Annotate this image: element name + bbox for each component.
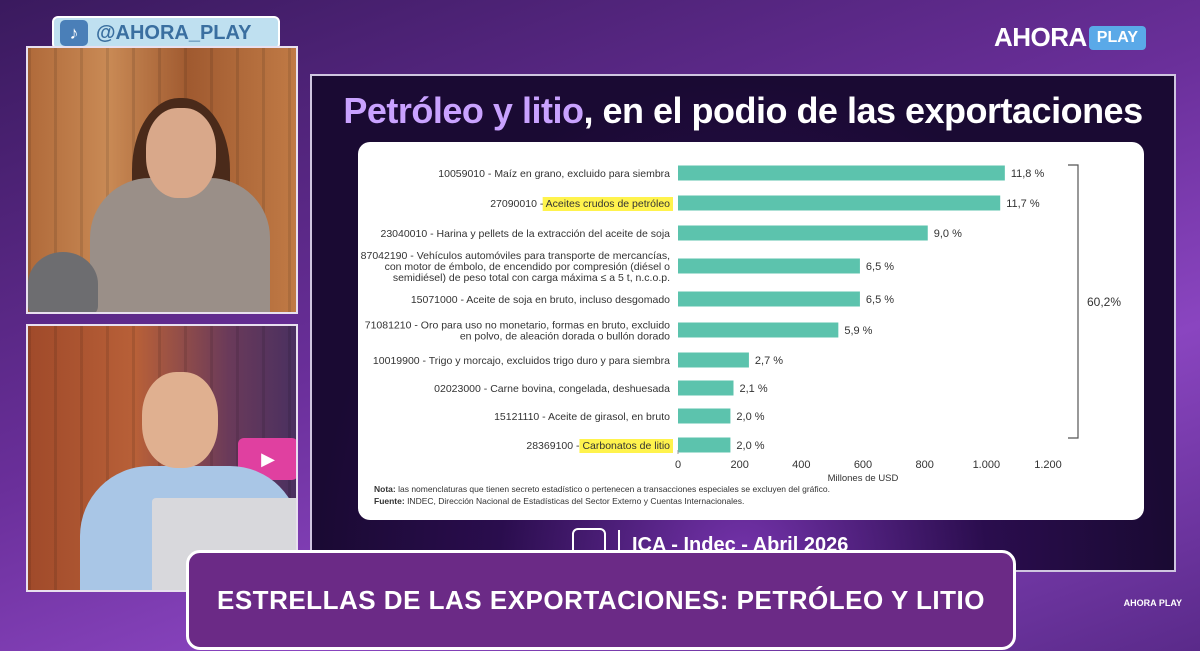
lower-third-text: ESTRELLAS DE LAS EXPORTACIONES: PETRÓLEO…: [217, 584, 985, 615]
category-highlight: [579, 439, 673, 453]
x-axis-label: Millones de USD: [828, 473, 899, 484]
category-label: 71081210 - Oro para uso no monetario, fo…: [365, 320, 670, 332]
laptop: [28, 252, 98, 312]
bar-value-label: 2,7 %: [755, 355, 783, 367]
bar: [678, 225, 928, 241]
note-text: Nota: las nomenclaturas que tienen secre…: [374, 484, 830, 494]
x-tick-label: 1.000: [973, 459, 1001, 471]
small-brand-watermark: AHORA PLAY: [1123, 598, 1182, 608]
brand-logo: AHORA PLAY: [994, 22, 1146, 53]
x-tick-label: 1.200: [1034, 459, 1062, 471]
category-label: semidiésel) de peso total con carga máxi…: [393, 272, 670, 284]
bar: [678, 195, 1001, 211]
bar: [678, 291, 860, 307]
bar-value-label: 2,1 %: [740, 383, 768, 395]
camera-feed-host: [26, 46, 298, 314]
slide-title-highlight: Petróleo y litio: [343, 90, 584, 131]
bar-value-label: 2,0 %: [736, 440, 764, 452]
category-label: 27090010 - Aceites crudos de petróleo: [490, 198, 670, 210]
host-body: [90, 178, 270, 312]
bar-value-label: 11,8 %: [1011, 168, 1045, 180]
category-label: 15071000 - Aceite de soja en bruto, incl…: [411, 294, 670, 306]
bracket: [1068, 164, 1079, 439]
guest-head: [142, 372, 218, 468]
source-text: Fuente: INDEC, Dirección Nacional de Est…: [374, 496, 744, 506]
category-label: en polvo, de aleación dorada o bullón do…: [460, 331, 670, 343]
category-label: 87042190 - Vehículos automóviles para tr…: [361, 250, 670, 262]
x-tick-label: 0: [675, 459, 681, 471]
slide-title-rest: , en el podio de las exportaciones: [583, 90, 1143, 131]
exports-bar-chart: 11,8 % 10059010 - Maíz en grano, excluido…: [361, 164, 1121, 506]
x-tick-label: 600: [854, 459, 872, 471]
bar-value-label: 9,0 %: [934, 228, 962, 240]
x-tick-label: 200: [730, 459, 748, 471]
bar-value-label: 11,7 %: [1006, 198, 1040, 210]
bar: [678, 322, 839, 338]
brand-logo-part1: AHORA: [993, 22, 1087, 52]
bar-value-label: 5,9 %: [844, 325, 872, 337]
bar: [678, 258, 860, 274]
category-highlight: [542, 197, 673, 211]
x-tick-label: 800: [915, 459, 933, 471]
bar: [678, 352, 749, 368]
bar: [678, 380, 734, 396]
slide-title: Petróleo y litio, en el podio de las exp…: [312, 90, 1174, 132]
brand-logo-part2: PLAY: [1088, 25, 1146, 50]
bar-value-label: 2,0 %: [736, 411, 764, 423]
host-head: [146, 108, 216, 198]
category-label: 10059010 - Maíz en grano, excluido para …: [438, 168, 670, 180]
bar: [678, 408, 731, 424]
presentation-slide: Petróleo y litio, en el podio de las exp…: [310, 74, 1176, 572]
tiktok-icon: ♪: [60, 20, 88, 46]
category-label: 15121110 - Aceite de girasol, en bruto: [494, 411, 670, 423]
bar: [678, 165, 1005, 181]
lower-third-banner: ESTRELLAS DE LAS EXPORTACIONES: PETRÓLEO…: [186, 550, 1016, 650]
category-label: 10019900 - Trigo y morcajo, excluidos tr…: [373, 355, 670, 367]
social-handle-badge: ♪ @AHORA_PLAY: [52, 16, 280, 50]
category-label: 02023000 - Carne bovina, congelada, desh…: [434, 383, 670, 395]
bar-value-label: 6,5 %: [866, 261, 894, 273]
bar: [678, 437, 731, 453]
social-handle-text: @AHORA_PLAY: [96, 21, 252, 44]
category-label: con motor de émbolo, de encendido por co…: [385, 261, 671, 273]
bracket-label: 60,2%: [1087, 295, 1121, 309]
bar-value-label: 6,5 %: [866, 294, 894, 306]
category-label: 23040010 - Harina y pellets de la extrac…: [380, 228, 670, 240]
x-tick-label: 400: [792, 459, 810, 471]
chart-card: 11,8 % 10059010 - Maíz en grano, excluido…: [358, 142, 1144, 520]
category-label: 28369100 - Carbonatos de litio: [526, 440, 670, 452]
